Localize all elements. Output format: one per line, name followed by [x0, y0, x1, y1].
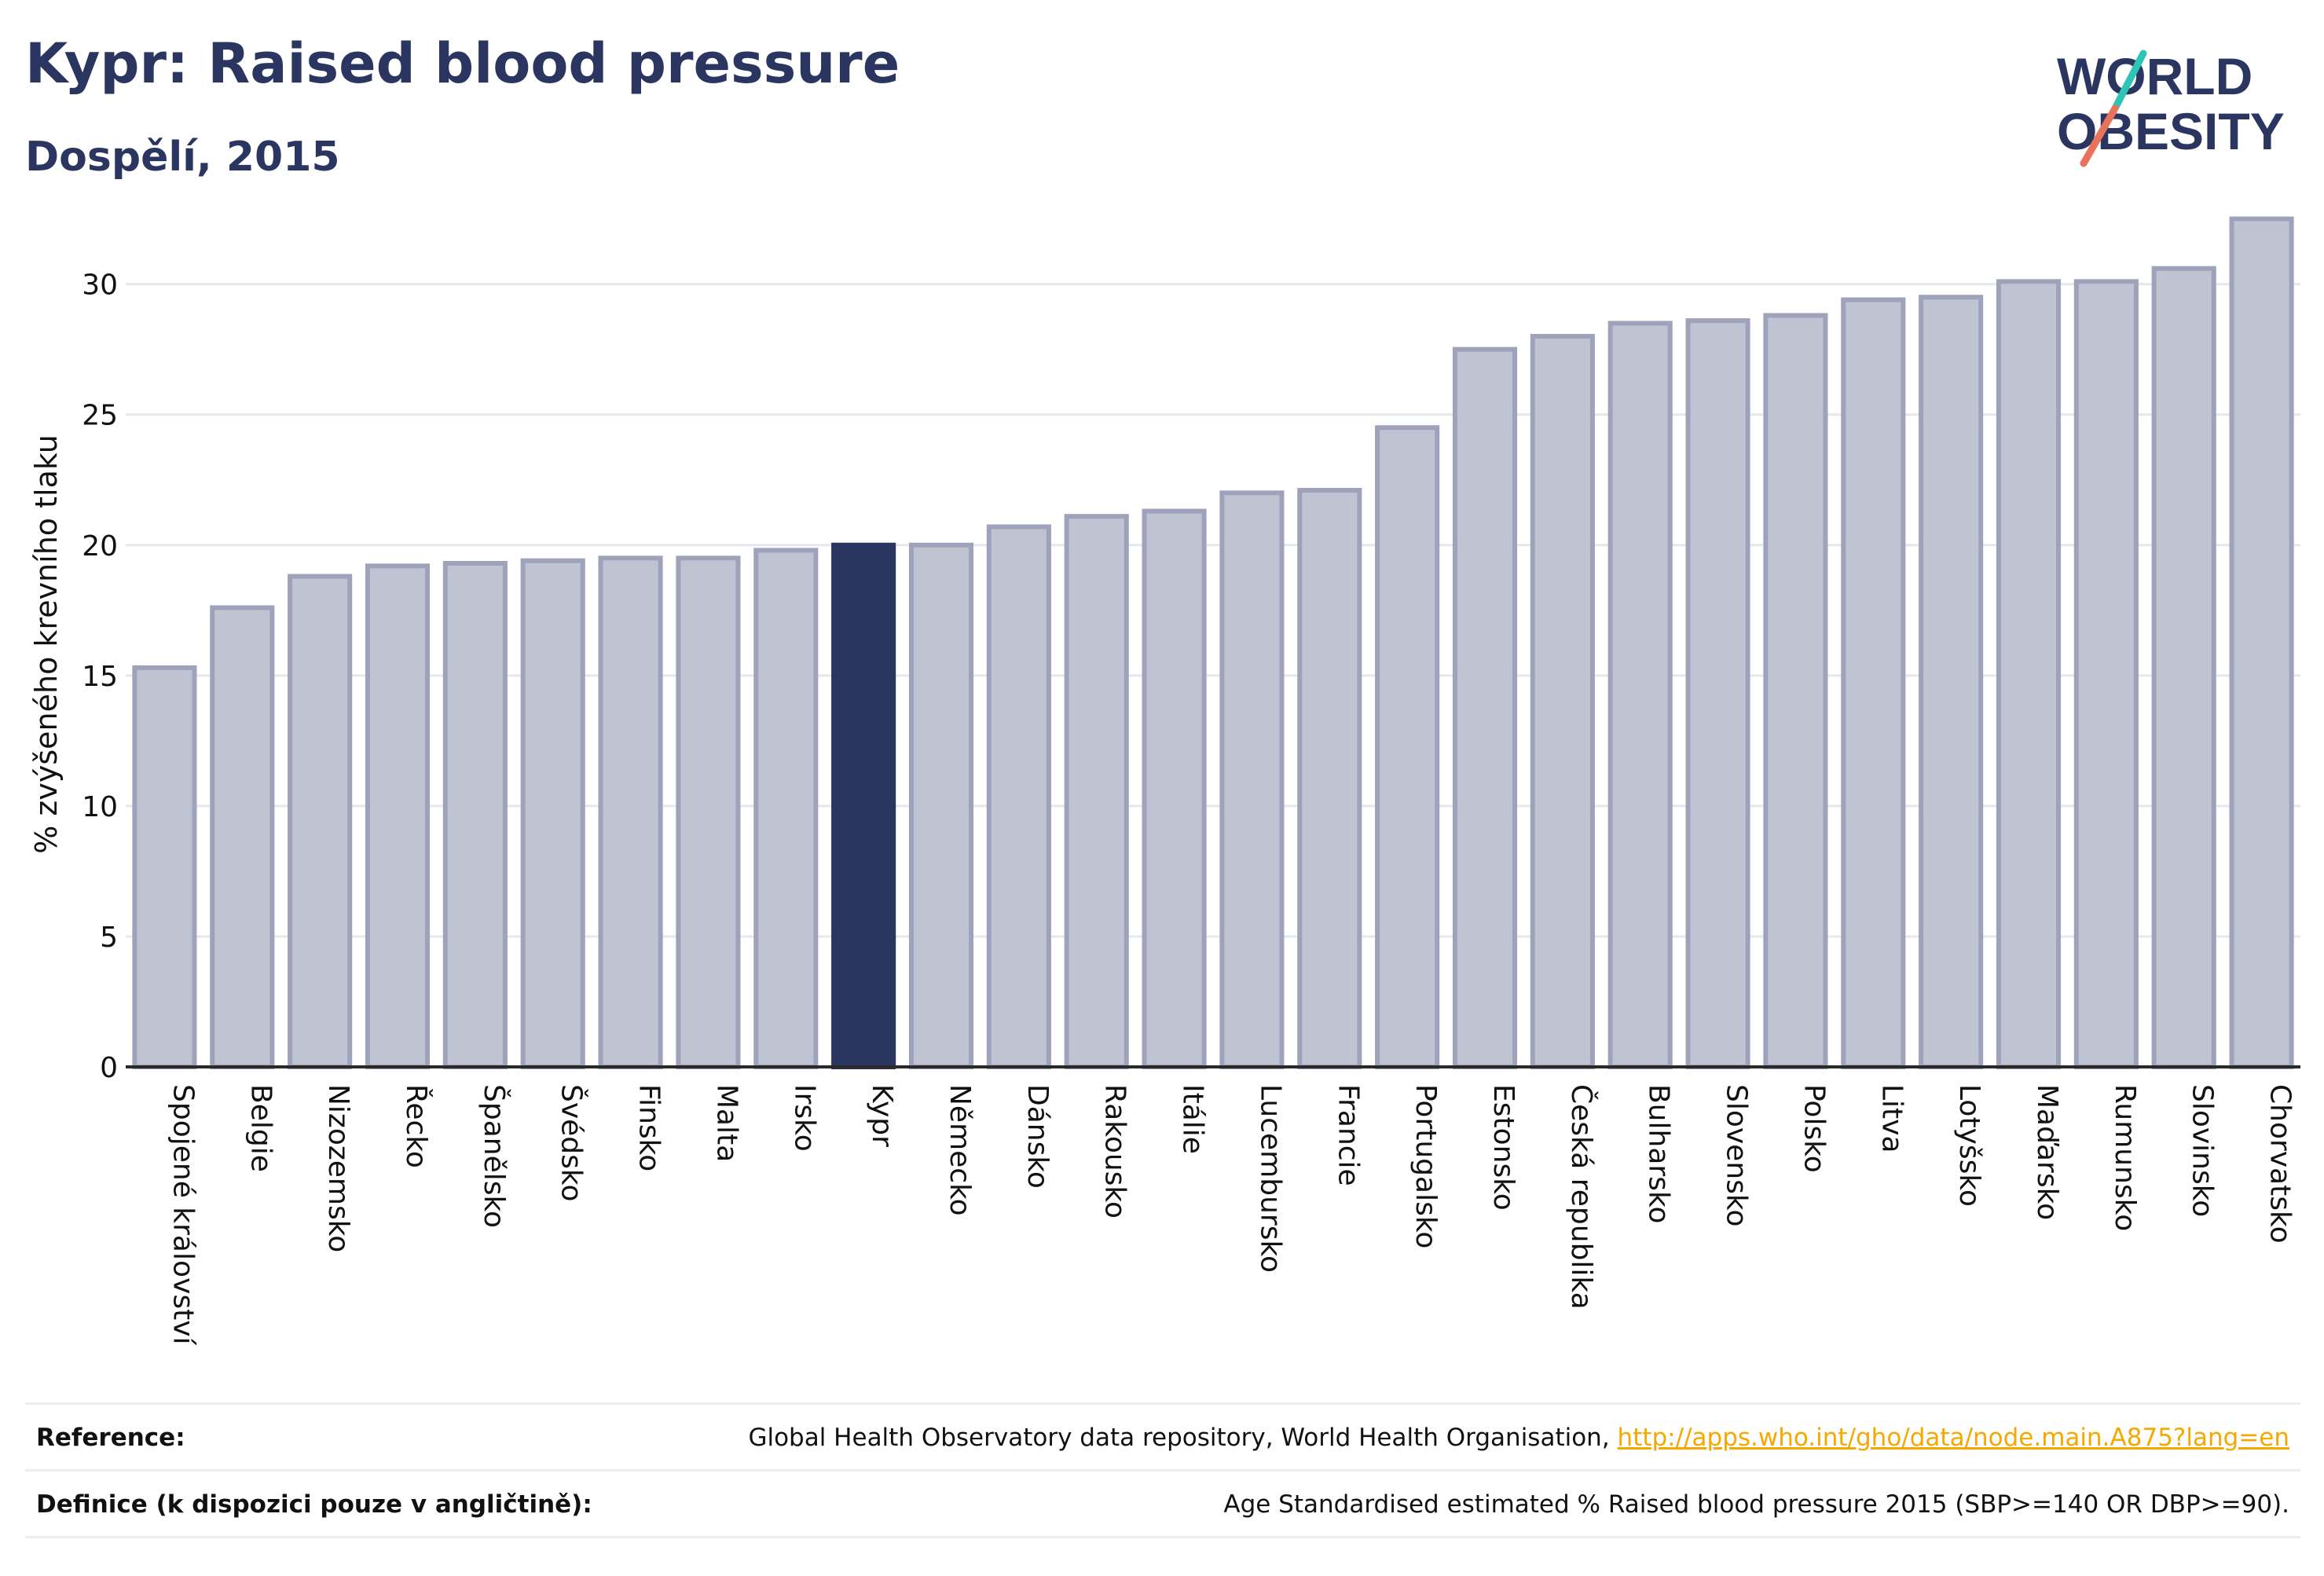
bar[interactable] — [1142, 508, 1207, 1069]
x-category-label: Švédsko — [555, 1084, 588, 1202]
bar[interactable] — [2151, 266, 2216, 1069]
bar[interactable] — [986, 524, 1051, 1069]
y-axis-title: % zvýšeného krevního tlaku — [29, 434, 64, 854]
bar[interactable] — [520, 558, 585, 1069]
x-category-label: Belgie — [244, 1084, 277, 1172]
bar[interactable] — [2229, 216, 2294, 1069]
bar-highlight[interactable] — [831, 542, 896, 1069]
definition-value: Age Standardised estimated % Raised bloo… — [1223, 1490, 2289, 1519]
x-category-label: Slovensko — [1721, 1084, 1753, 1227]
bar[interactable] — [1763, 313, 1828, 1069]
bar[interactable] — [210, 605, 275, 1069]
x-category-label: Bulharsko — [1643, 1084, 1675, 1224]
bar[interactable] — [132, 665, 197, 1069]
chart-subtitle: Dospělí, 2015 — [25, 134, 340, 181]
reference-label: Reference: — [36, 1424, 185, 1452]
reference-table: Reference: Global Health Observatory dat… — [25, 1402, 2300, 1538]
y-tick-labels: 0 5 10 15 20 25 30 — [82, 269, 118, 1084]
bars — [132, 216, 2294, 1070]
y-tick-label: 15 — [82, 661, 118, 693]
x-category-label: Estonsko — [1487, 1084, 1519, 1211]
bar[interactable] — [2073, 279, 2139, 1070]
y-tick-label: 30 — [82, 269, 118, 302]
definition-label: Definice (k dispozici pouze v angličtině… — [36, 1490, 592, 1519]
bar[interactable] — [1996, 279, 2062, 1070]
x-category-label: Francie — [1332, 1084, 1364, 1186]
reference-link[interactable]: http://apps.who.int/gho/data/node.main.A… — [1617, 1424, 2289, 1452]
x-category-labels: Spojené království Belgie Nizozemsko Řecko Š… — [167, 1084, 2296, 1346]
bar[interactable] — [288, 574, 353, 1069]
chart-title: Kypr: Raised blood pressure — [25, 31, 900, 96]
x-category-label: Německo — [944, 1084, 976, 1216]
y-tick-label: 10 — [82, 791, 118, 823]
x-category-label: Kypr — [866, 1084, 898, 1147]
x-category-label: Rakousko — [1099, 1084, 1131, 1219]
world-obesity-logo: WORLD OBESITY — [2057, 47, 2285, 167]
x-category-label: Lotyšsko — [1953, 1084, 1985, 1207]
x-category-label: Malta — [710, 1084, 742, 1162]
logo-slash-teal — [2111, 49, 2147, 112]
bar[interactable] — [1530, 334, 1595, 1069]
bar[interactable] — [442, 561, 508, 1069]
bar[interactable] — [753, 548, 819, 1069]
x-category-label: Maďarsko — [2031, 1084, 2063, 1220]
reference-text: Global Health Observatory data repositor… — [748, 1424, 1618, 1452]
y-tick-label: 0 — [100, 1052, 118, 1084]
reference-row: Reference: Global Health Observatory dat… — [25, 1402, 2300, 1469]
reference-value: Global Health Observatory data repositor… — [748, 1424, 2289, 1452]
x-category-label: Lucembursko — [1254, 1084, 1286, 1273]
y-tick-label: 5 — [100, 922, 118, 954]
bar[interactable] — [1607, 321, 1673, 1070]
bar-chart: 0 5 10 15 20 25 30 Spojené království Belgie Niz… — [29, 216, 2300, 1346]
x-category-label: Nizozemsko — [322, 1084, 354, 1252]
bar[interactable] — [1919, 295, 1984, 1069]
bar[interactable] — [1064, 514, 1129, 1069]
x-category-label: Portugalsko — [1409, 1084, 1442, 1248]
logo-slash-coral — [2080, 104, 2119, 167]
bar[interactable] — [1297, 488, 1362, 1069]
x-category-label: Španělsko — [478, 1084, 511, 1228]
bar[interactable] — [1452, 346, 1518, 1069]
x-category-label: Finsko — [633, 1084, 665, 1171]
definition-row: Definice (k dispozici pouze v angličtině… — [25, 1469, 2300, 1538]
bar[interactable] — [365, 563, 431, 1069]
y-tick-label: 20 — [82, 530, 118, 563]
bar[interactable] — [1841, 297, 1906, 1069]
bar[interactable] — [908, 542, 974, 1069]
x-category-label: Litva — [1875, 1084, 1908, 1153]
x-category-label: Spojené království — [167, 1084, 199, 1346]
x-category-label: Dánsko — [1021, 1084, 1054, 1189]
x-category-label: Itálie — [1177, 1084, 1209, 1154]
x-category-label: Slovinsko — [2187, 1084, 2219, 1217]
logo-world-text: WORLD — [2057, 47, 2253, 105]
bar[interactable] — [1219, 490, 1285, 1069]
x-category-label: Rumunsko — [2109, 1084, 2141, 1231]
bar[interactable] — [1375, 425, 1440, 1069]
x-category-label: Chorvatsko — [2264, 1084, 2297, 1244]
x-category-label: Česká republika — [1565, 1084, 1598, 1310]
x-category-label: Polsko — [1798, 1084, 1830, 1173]
x-category-label: Irsko — [788, 1084, 820, 1152]
x-category-label: Řecko — [400, 1084, 433, 1168]
bar[interactable] — [1685, 318, 1750, 1069]
y-tick-label: 25 — [82, 400, 118, 432]
bar[interactable] — [598, 555, 663, 1069]
bar[interactable] — [676, 555, 741, 1069]
